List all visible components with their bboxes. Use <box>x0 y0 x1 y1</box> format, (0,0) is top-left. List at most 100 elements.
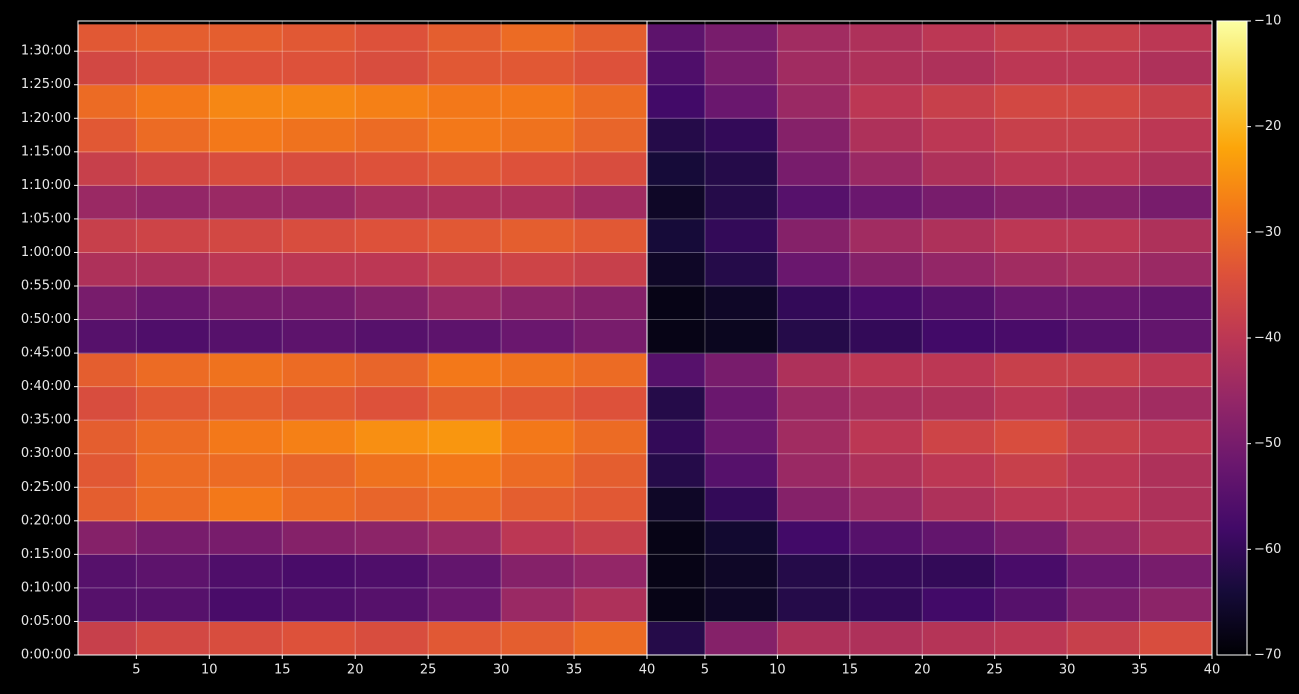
heatmap-cell <box>1067 51 1141 86</box>
x-tick-label: 10 <box>769 663 786 678</box>
heatmap-cell <box>922 420 996 455</box>
heatmap-cell <box>777 185 851 220</box>
heatmap-cell <box>922 24 996 52</box>
y-tick-label: 1:00:00 <box>21 245 71 260</box>
heatmap-cell <box>428 24 502 52</box>
heatmap-cell <box>78 386 137 421</box>
heatmap-cell <box>704 151 778 186</box>
heatmap-cell <box>574 386 648 421</box>
colorbar-tick-label: −20 <box>1254 119 1281 134</box>
heatmap-cell <box>282 587 356 622</box>
heatmap-cell <box>209 218 283 253</box>
heatmap-cell <box>704 520 778 555</box>
heatmap-cell <box>501 24 575 52</box>
heatmap-cell <box>282 554 356 589</box>
heatmap-cell <box>994 84 1068 119</box>
heatmap-cell <box>428 286 502 321</box>
heatmap-cell <box>428 185 502 220</box>
heatmap-cell <box>1139 151 1213 186</box>
heatmap-cell <box>136 386 210 421</box>
heatmap-cell <box>428 453 502 488</box>
heatmap-cell <box>777 520 851 555</box>
heatmap-cell <box>647 319 706 354</box>
heatmap-cell <box>922 319 996 354</box>
heatmap-cell <box>922 621 996 656</box>
heatmap-cell <box>355 118 429 153</box>
heatmap-cell <box>647 84 706 119</box>
heatmap-cell <box>849 587 923 622</box>
heatmap-cell <box>136 587 210 622</box>
colorbar <box>1216 20 1248 656</box>
heatmap-cell <box>1139 453 1213 488</box>
heatmap-cell <box>777 487 851 522</box>
heatmap-cell <box>704 51 778 86</box>
heatmap-cell <box>704 420 778 455</box>
heatmap-cell <box>136 218 210 253</box>
heatmap-cell <box>849 319 923 354</box>
heatmap-cell <box>78 319 137 354</box>
heatmap-cell <box>78 151 137 186</box>
heatmap-cell <box>994 453 1068 488</box>
heatmap-cell <box>355 218 429 253</box>
heatmap-cell <box>501 453 575 488</box>
heatmap-cell <box>574 51 648 86</box>
heatmap-cell <box>1067 286 1141 321</box>
heatmap-cell <box>282 453 356 488</box>
y-tick-label: 1:30:00 <box>21 44 71 59</box>
y-tick-label: 0:35:00 <box>21 413 71 428</box>
heatmap-cell <box>355 453 429 488</box>
heatmap-cell <box>501 554 575 589</box>
y-tick-label: 0:10:00 <box>21 580 71 595</box>
heatmap-cell <box>1139 621 1213 656</box>
heatmap-cell <box>209 554 283 589</box>
heatmap-cell <box>647 24 706 52</box>
heatmap-cell <box>78 118 137 153</box>
heatmap-cell <box>777 420 851 455</box>
heatmap-cell <box>355 386 429 421</box>
heatmap-cell <box>922 151 996 186</box>
heatmap-cell <box>1139 587 1213 622</box>
heatmap-cell <box>209 319 283 354</box>
heatmap-cell <box>704 252 778 287</box>
x-tick-label: 30 <box>493 663 510 678</box>
colorbar-tick-label: −60 <box>1254 542 1281 557</box>
heatmap-cell <box>209 84 283 119</box>
heatmap-cell <box>428 386 502 421</box>
heatmap-cell <box>428 51 502 86</box>
heatmap-cell <box>922 587 996 622</box>
heatmap-cell <box>78 487 137 522</box>
heatmap-cell <box>777 319 851 354</box>
heatmap-cell <box>428 487 502 522</box>
heatmap-cell <box>209 51 283 86</box>
heatmap-cell <box>282 24 356 52</box>
heatmap-cell <box>209 252 283 287</box>
heatmap-cell <box>355 554 429 589</box>
x-tick-label: 15 <box>274 663 291 678</box>
heatmap-cell <box>777 51 851 86</box>
x-tick-label: 30 <box>1059 663 1076 678</box>
heatmap-cell <box>209 453 283 488</box>
heatmap-cell <box>849 554 923 589</box>
y-tick-label: 0:50:00 <box>21 312 71 327</box>
heatmap-cell <box>501 621 575 656</box>
heatmap-cell <box>1067 554 1141 589</box>
heatmap-cell <box>647 151 706 186</box>
heatmap-cell <box>428 621 502 656</box>
heatmap-cell <box>282 286 356 321</box>
heatmap-cell <box>1139 286 1213 321</box>
heatmap-cell <box>78 286 137 321</box>
heatmap-cell <box>922 51 996 86</box>
heatmap-cell <box>994 185 1068 220</box>
heatmap-cell <box>704 185 778 220</box>
heatmap-cell <box>777 24 851 52</box>
heatmap-cell <box>428 353 502 388</box>
heatmap-cell <box>704 386 778 421</box>
heatmap-cell <box>994 621 1068 656</box>
y-tick-label: 1:10:00 <box>21 178 71 193</box>
heatmap-cell <box>1067 218 1141 253</box>
x-tick-label: 5 <box>701 663 709 678</box>
heatmap-cell <box>136 453 210 488</box>
heatmap-cell <box>428 520 502 555</box>
heatmap-cell <box>428 252 502 287</box>
